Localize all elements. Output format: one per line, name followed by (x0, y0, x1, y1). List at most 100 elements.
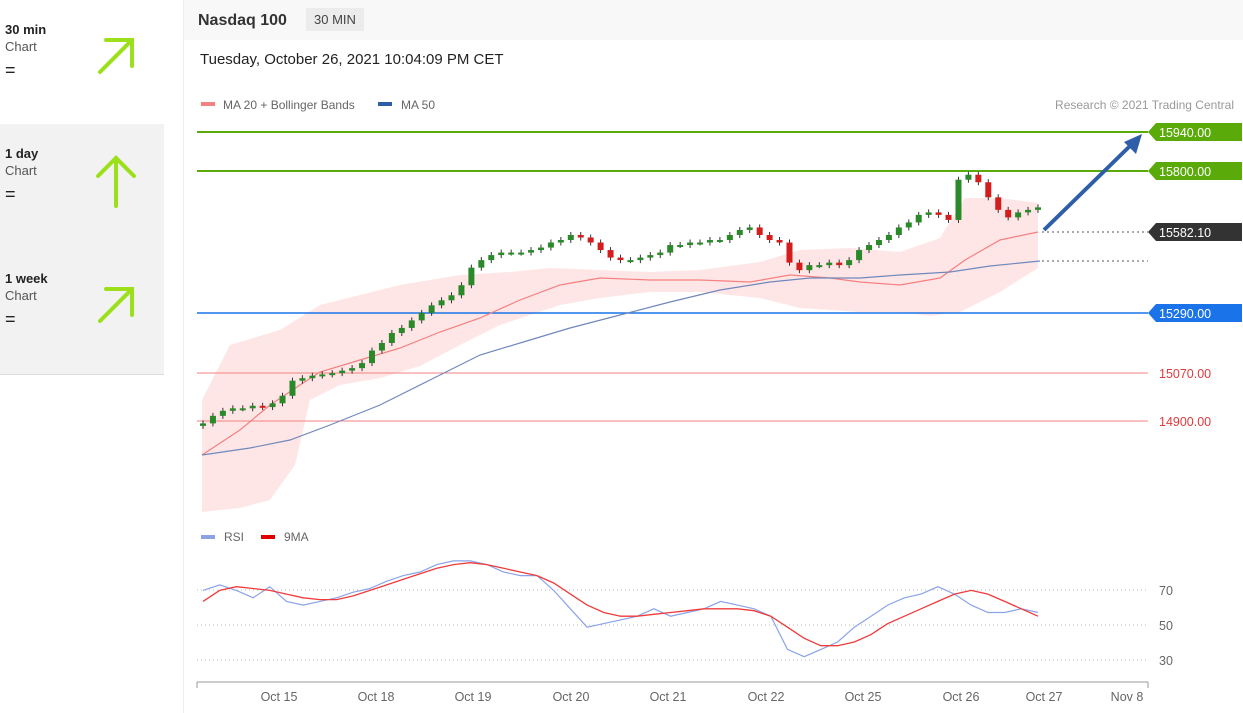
candle-body (368, 350, 375, 364)
x-tick-label: Oct 20 (553, 690, 590, 704)
candle-body (299, 378, 306, 381)
candle-body (339, 370, 346, 374)
candle-body (1025, 209, 1032, 213)
candle-body (826, 262, 833, 266)
candle-body (508, 252, 515, 255)
candle-body (716, 240, 723, 243)
candle-body (249, 405, 256, 409)
level-label-support1: 15070.00 (1159, 367, 1211, 381)
candle-body (398, 327, 405, 333)
candle-body (488, 255, 495, 261)
candle-body (935, 212, 942, 215)
copyright-label: Research © 2021 Trading Central (1055, 98, 1234, 112)
candle-body (577, 234, 584, 238)
candle-body (1005, 209, 1012, 218)
svg-text:15940.00: 15940.00 (1159, 126, 1211, 140)
candle-body (647, 255, 654, 258)
candle-body (637, 257, 644, 261)
timeframe-name: 1 day (5, 146, 39, 161)
rsi-tick-70: 70 (1159, 584, 1173, 598)
candle-body (359, 363, 366, 369)
candle-body (905, 222, 912, 228)
legend-ma20-swatch (201, 102, 215, 106)
candle-body (766, 234, 773, 241)
candle-body (478, 260, 485, 268)
candle-body (547, 242, 554, 248)
svg-text:15582.10: 15582.10 (1159, 226, 1211, 240)
timeframe-1day[interactable]: 1 day Chart = (0, 124, 164, 250)
candle-body (885, 234, 892, 241)
chart-datetime: Tuesday, October 26, 2021 10:04:09 PM CE… (200, 51, 504, 68)
candle-body (846, 260, 853, 266)
candle-body (756, 227, 763, 235)
timeframe-sub: Chart (5, 163, 37, 178)
candle-body (468, 267, 475, 286)
x-tick-label: Oct 25 (845, 690, 882, 704)
candle-body (945, 214, 952, 220)
candle-body (697, 242, 704, 245)
legend-ma50-swatch (378, 102, 392, 106)
candle-body (607, 250, 614, 258)
candle-body (587, 237, 594, 243)
timeframe-30min[interactable]: 30 min Chart = (0, 0, 164, 126)
timeframe-sub: Chart (5, 39, 37, 54)
legend-rsi-swatch (201, 535, 215, 539)
candle-body (428, 305, 435, 313)
candle-body (706, 240, 713, 243)
candle-body (866, 245, 873, 251)
candle-body (597, 242, 604, 251)
legend-ma50-label: MA 50 (401, 98, 435, 112)
rsi-9ma-line (202, 562, 1039, 647)
candle-body (925, 212, 932, 215)
level-label-resistance: 15800.00 (1148, 162, 1242, 180)
x-tick-label: Oct 21 (650, 690, 687, 704)
candle-body (269, 403, 276, 408)
timeframe-status: = (5, 309, 16, 329)
candle-body (289, 380, 296, 396)
candle-body (229, 408, 236, 411)
legend-ma20-label: MA 20 + Bollinger Bands (223, 98, 355, 112)
level-label-support2: 14900.00 (1159, 415, 1211, 429)
legend-rsi-label: RSI (224, 530, 244, 544)
candle-body (726, 234, 733, 241)
candle-body (617, 257, 624, 261)
candle-body (736, 229, 743, 235)
candle-body (677, 245, 684, 248)
candle-body (687, 242, 694, 246)
candle-body (378, 343, 385, 351)
svg-text:15290.00: 15290.00 (1159, 307, 1211, 321)
svg-text:15800.00: 15800.00 (1159, 165, 1211, 179)
candle-body (239, 408, 246, 411)
x-tick-label: Oct 15 (261, 690, 298, 704)
candle-body (219, 410, 226, 416)
candlesticks (200, 171, 1041, 429)
candle-body (746, 227, 753, 230)
candle-body (200, 423, 206, 426)
candle-body (498, 252, 505, 256)
candle-body (537, 247, 544, 251)
candle-body (567, 234, 574, 241)
level-label-target: 15940.00 (1148, 123, 1242, 141)
level-label-last: 15582.10 (1148, 223, 1242, 241)
timeframe-name: 1 week (5, 271, 48, 286)
legend-9ma-label: 9MA (284, 530, 309, 544)
candle-body (408, 320, 415, 328)
target-arrow-head (1124, 134, 1142, 154)
candle-body (518, 252, 525, 255)
x-axis-ticks: Oct 15 Oct 18 Oct 19 Oct 20 Oct 21 Oct 22 Oct … (261, 690, 1144, 704)
candle-body (627, 260, 634, 263)
timeframe-badge[interactable]: 30 MIN (306, 8, 364, 31)
candle-body (856, 250, 863, 261)
x-tick-label: Oct 22 (748, 690, 785, 704)
ma50-line (201, 260, 1041, 456)
candle-body (528, 250, 535, 253)
candle-body (458, 285, 465, 296)
candle-body (875, 240, 882, 246)
timeframe-1week[interactable]: 1 week Chart = (0, 249, 164, 375)
candle-body (965, 174, 972, 180)
x-tick-label: Oct 26 (943, 690, 980, 704)
legend-9ma-swatch (261, 535, 275, 539)
candle-body (895, 227, 902, 235)
candle-body (657, 252, 664, 256)
candle-body (816, 265, 823, 268)
